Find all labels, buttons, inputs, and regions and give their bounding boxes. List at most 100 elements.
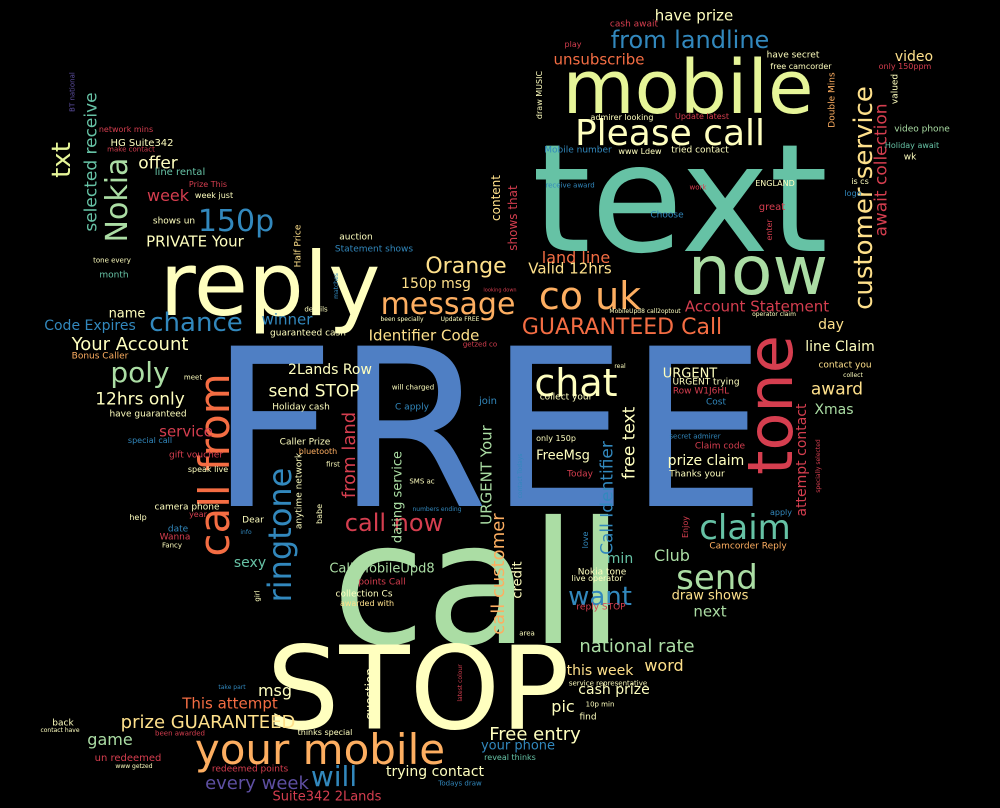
word-logo: logo — [844, 189, 862, 198]
word-camera-phone: camera phone — [154, 502, 220, 513]
word-holiday-await: Holiday await — [884, 141, 940, 150]
word-date: date — [167, 524, 189, 535]
word-your-phone: your phone — [480, 738, 556, 754]
word-operator-claim: operator claim — [752, 311, 796, 318]
word-word: word — [644, 656, 684, 675]
word-service-representative: service representative — [568, 679, 648, 688]
word-10p-min: 10p min — [585, 700, 615, 709]
word-year: year — [189, 510, 207, 519]
word-auction: auction — [339, 232, 373, 243]
word-call-mobileupd8: Call MobileUpd8 — [329, 561, 435, 577]
word-account-statement: Account Statement — [684, 297, 830, 316]
word-update-latest: Update latest — [674, 112, 730, 121]
word-winner: winner — [261, 310, 313, 329]
word-await-collection: await collection — [871, 103, 892, 237]
word-club: Club — [654, 546, 690, 565]
word-dear: Dear — [242, 515, 264, 526]
word-take-part: take part — [218, 684, 246, 691]
word-question: question — [363, 668, 377, 720]
word-tone: tone — [734, 335, 807, 475]
word-draw-music: draw MUSIC — [535, 70, 544, 120]
word-wanna: Wanna — [159, 532, 191, 543]
word-nokia: Nokia — [100, 157, 135, 243]
word-code-expires: Code Expires — [44, 318, 136, 334]
word-fancy: Fancy — [161, 541, 183, 550]
word-unsubscribe: unsubscribe — [553, 50, 645, 69]
word-offer: offer — [138, 153, 178, 174]
word-valid-12hrs: Valid 12hrs — [528, 259, 612, 278]
word-thanks-your: Thanks your — [669, 469, 725, 480]
word-enter: enter — [765, 219, 774, 241]
word-latest-colour: latest colour — [457, 664, 464, 702]
word-been-specially: been specially — [380, 316, 424, 323]
word-details: details — [304, 305, 328, 314]
word-collect-your: collect your — [539, 392, 593, 403]
word-call-customer: call customer — [488, 513, 509, 635]
word-line-claim: line Claim — [805, 339, 875, 355]
word-have-secret: have secret — [766, 50, 820, 61]
word-sexy: sexy — [233, 555, 267, 571]
word-orange: Orange — [425, 254, 507, 279]
word-mobile: mobile — [562, 45, 814, 131]
word-tone-every: tone every — [93, 256, 131, 265]
word-msg: msg — [257, 681, 293, 700]
word-getzed-co: getzed co — [462, 340, 498, 349]
word-statement-shows: Statement shows — [334, 244, 414, 255]
word-valued: valued — [890, 73, 901, 105]
word-game: game — [87, 730, 133, 749]
word-call-identifier: Call Identifier — [597, 441, 618, 555]
word-back: back — [52, 718, 74, 729]
word-make-contact: make contact — [107, 145, 155, 154]
word-month: month — [99, 270, 129, 281]
word-holiday-cash: Holiday cash — [272, 402, 330, 413]
word-suite342-2lands: Suite342 2Lands — [272, 789, 382, 805]
word-awarded-with: awarded with — [339, 599, 395, 608]
word-www-getzed: www getzed — [115, 763, 153, 770]
word-nokia-tone: Nokia tone — [577, 567, 627, 578]
word-cash-prize: cash prize — [578, 682, 650, 698]
word-txt: txt — [47, 142, 77, 178]
word-receive-award: receive award — [545, 181, 595, 190]
word-please-call: Please call — [574, 113, 766, 154]
word-shows-that: shows that — [506, 185, 520, 251]
word-dating-service: dating service — [390, 450, 406, 544]
word-find: find — [579, 712, 597, 723]
word-pic: pic — [551, 697, 575, 716]
word-info: info — [240, 529, 252, 536]
word-tried-contact: tried contact — [671, 145, 729, 156]
word-now: now — [687, 232, 829, 311]
word-min: min — [606, 551, 634, 567]
word-service-lower: service — [159, 422, 213, 441]
word-enjoy: Enjoy — [681, 516, 690, 538]
word-every-week: every week — [205, 773, 309, 794]
word-double-mins: Double Mins — [827, 72, 838, 128]
word-redeemed-points: redeemed points — [211, 764, 289, 775]
word-urgent-trying: URGENT trying — [672, 377, 740, 388]
word-area: area — [519, 629, 535, 638]
word-bluetooth: bluetooth — [298, 447, 338, 456]
word-ringtone: ringtone — [261, 467, 299, 603]
word-send-stop: send STOP — [268, 381, 360, 402]
word-is-cs: is cs — [851, 177, 869, 186]
word-real: real — [614, 363, 626, 370]
word-video-phone: video phone — [894, 124, 950, 135]
word-cost: Cost — [705, 397, 727, 408]
word-wk: wk — [903, 152, 917, 163]
word-babe: babe — [315, 504, 324, 524]
word-bt-national: BT national — [68, 72, 77, 112]
word-line-rental: line rental — [154, 167, 206, 178]
word-next: next — [693, 602, 727, 621]
word-join: join — [478, 396, 498, 407]
word-prize-claim: prize claim — [667, 453, 745, 469]
word-collection-cs: collection Cs — [335, 589, 393, 600]
word-prize-guaranteed: prize GUARANTEED — [120, 712, 296, 733]
word-chat: chat — [534, 361, 618, 405]
word-first: first — [326, 460, 340, 469]
word-great: great — [758, 202, 786, 213]
word-special-call: special call — [127, 436, 173, 445]
word-free-camcorder: free camcorder — [770, 62, 832, 71]
word-meet: meet — [183, 373, 203, 382]
word-reply: reply — [159, 233, 381, 336]
word-speak-live: speak live — [187, 465, 229, 474]
word-will-charged: will charged — [391, 383, 435, 392]
